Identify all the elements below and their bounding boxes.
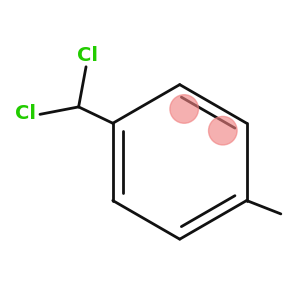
Text: Cl: Cl [77, 46, 98, 65]
Text: Cl: Cl [15, 104, 36, 123]
Circle shape [208, 116, 237, 145]
Circle shape [170, 95, 198, 123]
